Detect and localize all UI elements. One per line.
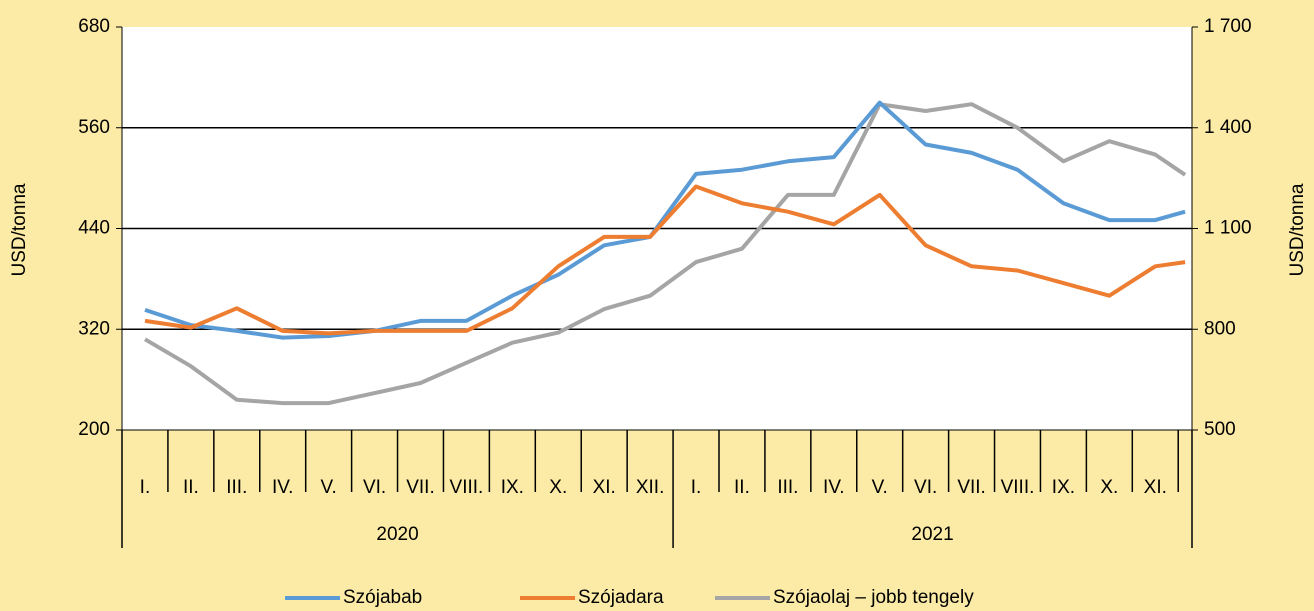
x-tick-label: IX. [501, 477, 524, 498]
x-tick-label: II. [734, 477, 750, 498]
y2-axis-title: USD/tonna [1287, 183, 1308, 276]
x-tick-label: VI. [363, 477, 386, 498]
x-tick-label: II. [183, 477, 199, 498]
y2-tick-label: 1 400 [1204, 117, 1252, 138]
y2-tick-label: 1 100 [1204, 218, 1252, 239]
y-tick-label: 680 [78, 16, 110, 37]
x-tick-label: III. [777, 477, 798, 498]
y-tick-label: 560 [78, 117, 110, 138]
x-tick-label: IX. [1052, 477, 1075, 498]
series-line [143, 102, 1187, 406]
year-label: 2020 [376, 524, 418, 545]
series-line [144, 100, 1186, 340]
x-tick-label: VI. [914, 477, 937, 498]
x-tick-label: VII. [957, 477, 986, 498]
legend-label: Szójabab [343, 587, 422, 608]
x-tick-label: XI. [1144, 477, 1167, 498]
x-tick-label: VIII. [1001, 477, 1035, 498]
x-tick-label: VII. [406, 477, 435, 498]
x-tick-label: IV. [823, 477, 845, 498]
x-tick-label: XI. [593, 477, 616, 498]
x-tick-label: V. [321, 477, 337, 498]
y-tick-label: 320 [78, 318, 110, 339]
series-line [144, 184, 1186, 336]
y-tick-label: 200 [78, 419, 110, 440]
x-tick-label: III. [226, 477, 247, 498]
x-tick-label: V. [872, 477, 888, 498]
y2-tick-label: 500 [1204, 419, 1236, 440]
x-tick-label: X. [549, 477, 567, 498]
x-tick-label: VIII. [450, 477, 484, 498]
y-tick-label: 440 [78, 218, 110, 239]
year-label: 2021 [911, 524, 953, 545]
x-tick-label: IV. [272, 477, 294, 498]
legend-label: Szójaolaj – jobb tengely [773, 587, 974, 608]
x-tick-label: XII. [636, 477, 665, 498]
x-tick-label: I. [140, 477, 151, 498]
y2-tick-label: 1 700 [1204, 16, 1252, 37]
x-tick-label: X. [1100, 477, 1118, 498]
legend-label: Szójadara [578, 587, 664, 608]
x-tick-label: I. [691, 477, 702, 498]
y2-tick-label: 800 [1204, 318, 1236, 339]
y-axis-title: USD/tonna [9, 183, 30, 276]
